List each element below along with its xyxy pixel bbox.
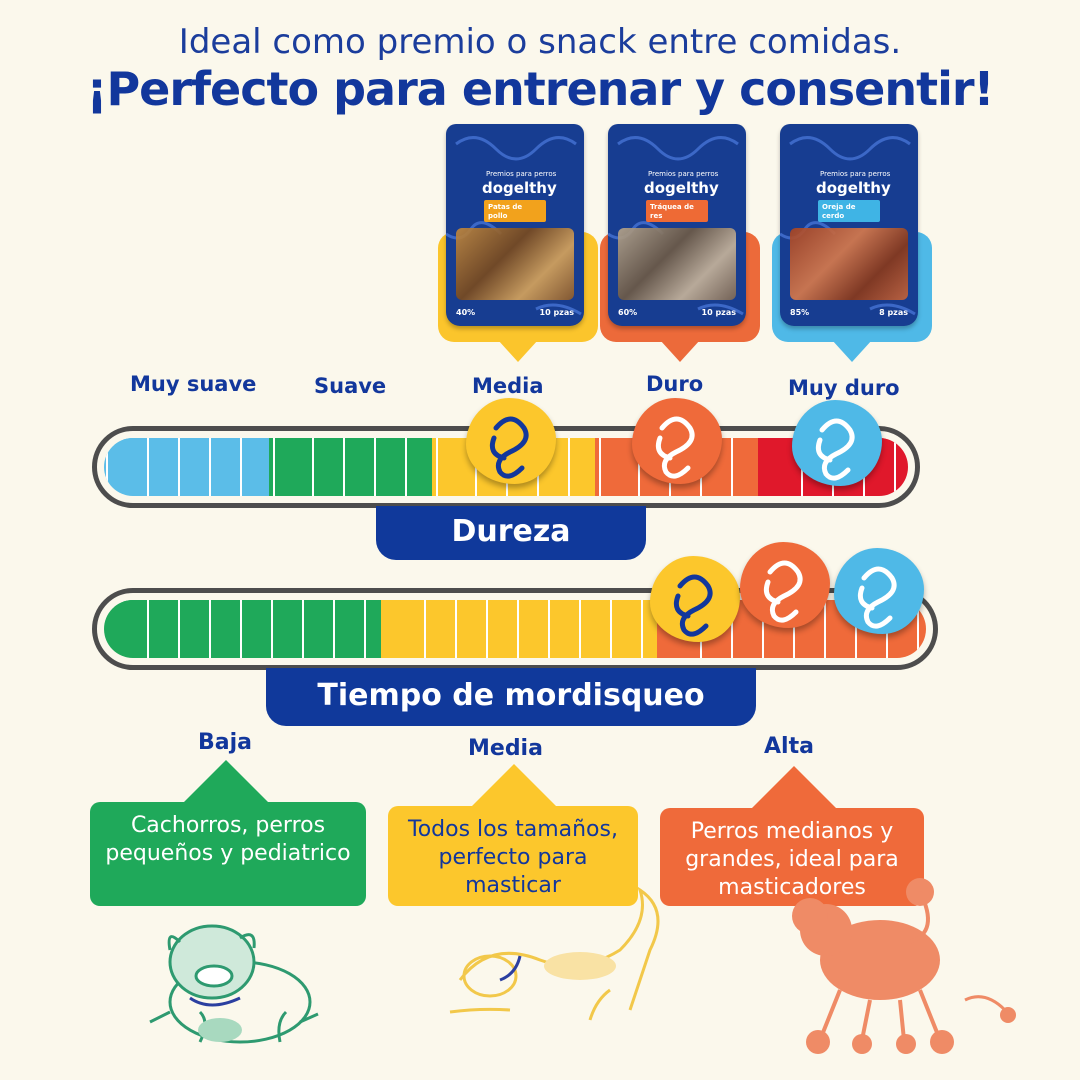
intensity-label-baja: Baja: [198, 730, 253, 755]
dogelthy-logo-icon: [632, 398, 722, 484]
product-flavor: Tráquea de res: [646, 200, 708, 222]
product-percent: 60%: [618, 308, 638, 317]
product-window: [456, 228, 574, 300]
hardness-label-duro: Duro: [646, 372, 704, 396]
bulldog-illustration: [149, 924, 319, 1044]
callout-text: Cachorros, perros pequeños y pediatrico: [105, 813, 351, 866]
product-pieces: 8 pzas: [879, 308, 908, 317]
hardness-label-muy-suave: Muy suave: [130, 372, 257, 396]
stretching-dog-illustration: [449, 886, 660, 1021]
product-brand: dogelthy: [644, 179, 719, 197]
chew-segment-medium: [381, 600, 657, 658]
product-flavor: Patas de pollo: [484, 200, 546, 222]
product-percent: 40%: [456, 308, 476, 317]
dogelthy-logo-icon: [740, 542, 830, 628]
dogelthy-logo-icon: [466, 398, 556, 484]
headline: ¡Perfecto para entrenar y consentir!: [86, 62, 994, 116]
product-percent: 85%: [790, 308, 810, 317]
callout-media: Todos los tamaños, perfecto para mastica…: [388, 764, 638, 906]
callout-text: Perros medianos y grandes, ideal para ma…: [685, 819, 899, 900]
dogelthy-logo-icon: [834, 548, 924, 634]
product-bag-traquea-de-res[interactable]: Premios para perros dogelthy Tráquea de …: [608, 124, 746, 326]
product-kicker: Premios para perros: [648, 170, 719, 178]
hardness-title: Dureza: [376, 506, 646, 560]
dogelthy-logo-icon: [792, 400, 882, 486]
product-bag-oreja-de-cerdo[interactable]: Premios para perros dogelthy Oreja de ce…: [780, 124, 918, 326]
product-brand: dogelthy: [816, 179, 891, 197]
product-brand: dogelthy: [482, 179, 557, 197]
poodle-illustration: [792, 878, 1016, 1054]
callout-alta: Perros medianos y grandes, ideal para ma…: [660, 766, 924, 906]
callout-text: Todos los tamaños, perfecto para mastica…: [408, 817, 618, 898]
dogelthy-logo-icon: [650, 556, 740, 642]
chew-time-title: Tiempo de mordisqueo: [266, 668, 756, 726]
intensity-label-media: Media: [468, 736, 543, 761]
hardness-label-suave: Suave: [314, 374, 387, 398]
product-window: [618, 228, 736, 300]
intensity-label-alta: Alta: [764, 734, 814, 759]
hardness-label-media: Media: [472, 374, 544, 398]
product-pieces: 10 pzas: [701, 308, 736, 317]
hardness-segment-suave: [269, 438, 432, 496]
subtitle: Ideal como premio o snack entre comidas.: [178, 22, 902, 62]
product-flavor: Oreja de cerdo: [818, 200, 880, 222]
product-window: [790, 228, 908, 300]
hardness-label-muy-duro: Muy duro: [788, 376, 900, 400]
chew-segment-short: [104, 600, 381, 658]
product-bag-patas-de-pollo[interactable]: Premios para perros dogelthy Patas de po…: [446, 124, 584, 326]
product-kicker: Premios para perros: [820, 170, 891, 178]
product-kicker: Premios para perros: [486, 170, 557, 178]
hardness-segment-muy-suave: [104, 438, 269, 496]
product-pieces: 10 pzas: [539, 308, 574, 317]
callout-baja: Cachorros, perros pequeños y pediatrico: [90, 760, 366, 906]
